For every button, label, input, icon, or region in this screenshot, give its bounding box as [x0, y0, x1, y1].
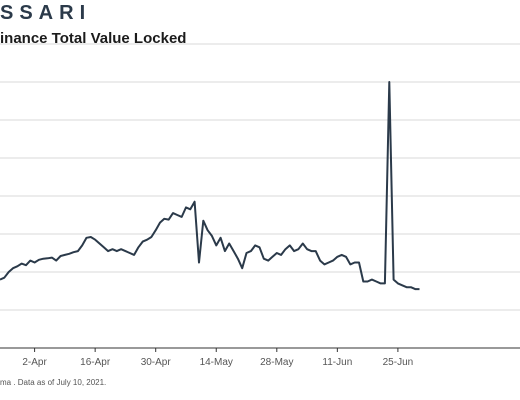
x-tick-label: 2-Apr	[22, 357, 47, 368]
x-tick-label: 25-Jun	[383, 357, 414, 368]
x-tick-label: 30-Apr	[141, 357, 172, 368]
gridlines	[0, 43, 520, 311]
chart-title: inance Total Value Locked	[0, 30, 187, 47]
x-tick-label: 11-Jun	[322, 357, 352, 368]
x-tick-label: 16-Apr	[80, 357, 111, 368]
x-tick-label: 14-May	[200, 357, 233, 368]
series-line	[0, 81, 420, 291]
series-group	[0, 81, 420, 291]
x-tick-label: 28-May	[260, 357, 293, 368]
source-note: ma . Data as of July 10, 2021.	[0, 378, 107, 387]
x-tick-labels: 2-Apr 16-Apr 30-Apr 14-May 28-May 11-Jun 25-Ju…	[22, 348, 413, 368]
brand-logo-text: SSARI	[0, 2, 92, 24]
